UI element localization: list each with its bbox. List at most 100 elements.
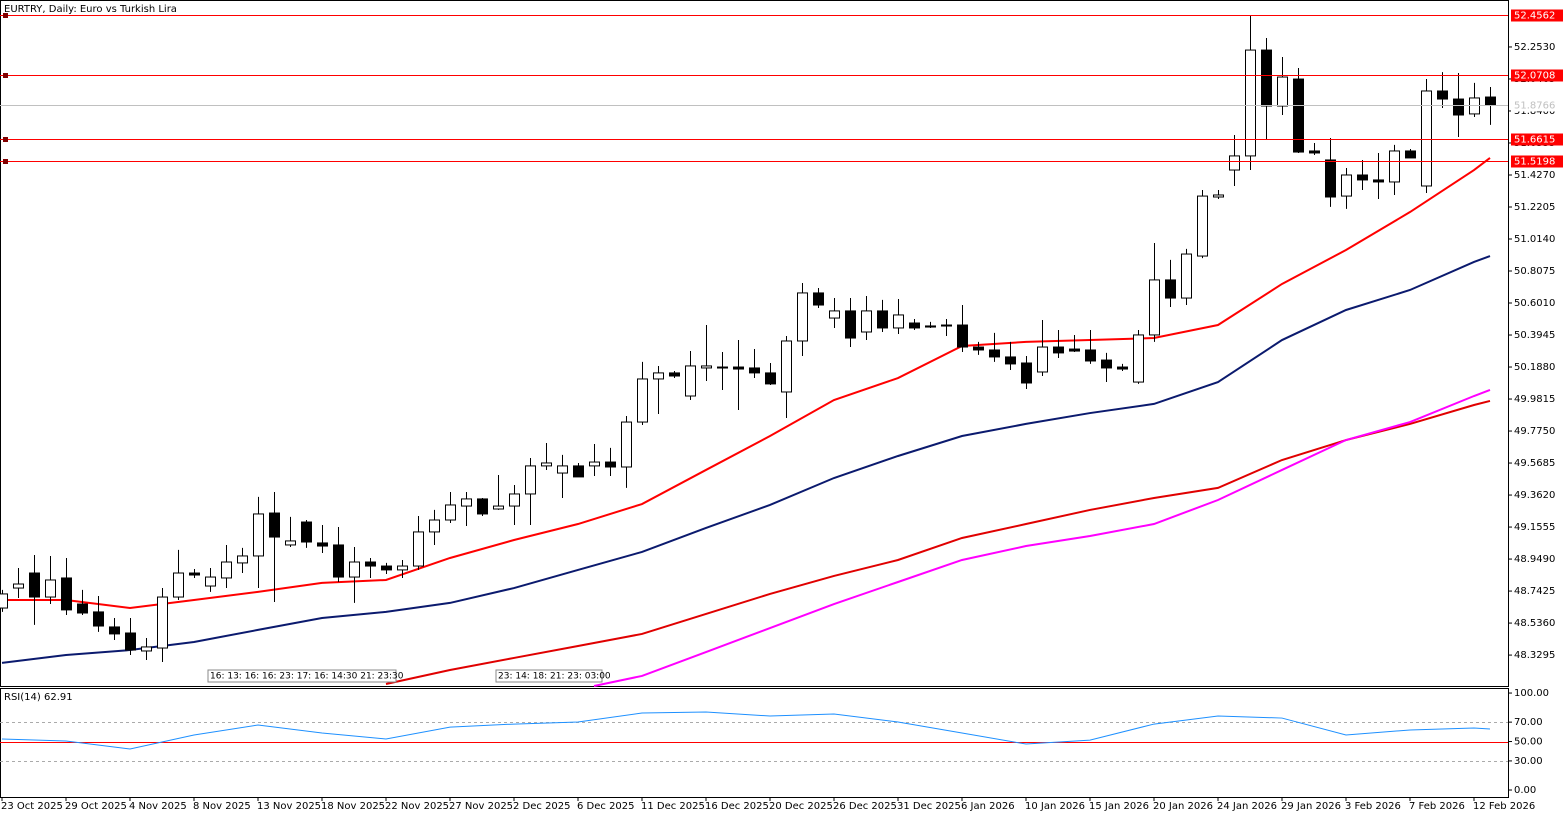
y-tick-label: 48.7425	[1514, 586, 1555, 597]
candle-body	[333, 544, 344, 578]
candle-body	[477, 498, 488, 515]
candle-body	[1453, 98, 1464, 116]
candle-body	[733, 366, 744, 370]
candle-body	[1213, 194, 1224, 198]
x-tick-label: 15 Jan 2026	[1089, 801, 1149, 812]
x-tick-label: 22 Nov 2025	[385, 801, 449, 812]
candle-body	[1437, 90, 1448, 100]
moving-average	[1, 255, 1491, 664]
y-tick-label: 49.5685	[1514, 458, 1555, 469]
candle-body	[429, 519, 440, 533]
candle-body	[893, 314, 904, 329]
annotation-box	[207, 669, 397, 683]
candle-body	[13, 583, 24, 589]
candle-body	[621, 421, 632, 468]
x-tick-label: 18 Nov 2025	[321, 801, 385, 812]
annotation-box	[495, 669, 603, 683]
rsi-line	[1, 711, 1491, 750]
x-tick-label: 6 Dec 2025	[577, 801, 635, 812]
candle-body	[461, 498, 472, 507]
y-tick-label: 48.3295	[1514, 650, 1555, 661]
candle-body	[1101, 359, 1112, 369]
level-label: 52.0708	[1514, 71, 1555, 82]
current-price-label: 51.8766	[1514, 101, 1555, 112]
candle-body	[1325, 159, 1336, 198]
candle-body	[45, 579, 56, 598]
candle-body	[653, 372, 664, 380]
candle-body	[989, 349, 1000, 358]
y-tick-label: 48.9490	[1514, 554, 1555, 565]
candle-body	[605, 461, 616, 468]
candle-body	[349, 561, 360, 578]
level-anchor	[3, 73, 8, 78]
candle-body	[701, 365, 712, 369]
x-tick-label: 26 Dec 2025	[833, 801, 897, 812]
candle-body	[541, 462, 552, 467]
candle-body	[1389, 150, 1400, 183]
candle-body	[173, 572, 184, 598]
y-tick-label: 48.5360	[1514, 618, 1555, 629]
x-tick-label: 8 Nov 2025	[193, 801, 251, 812]
candle-body	[765, 372, 776, 385]
candle-body	[1229, 155, 1240, 171]
candle-body	[253, 513, 264, 557]
candle-body	[1405, 150, 1416, 159]
candle-body	[381, 565, 392, 571]
candle-body	[77, 603, 88, 614]
x-tick-label: 11 Dec 2025	[641, 801, 705, 812]
candle-body	[573, 465, 584, 478]
level-anchor	[3, 137, 8, 142]
y-tick-label: 0.00	[1514, 785, 1536, 796]
candle-body	[781, 340, 792, 393]
y-tick-label: 50.8075	[1514, 266, 1555, 277]
candle-body	[797, 292, 808, 342]
candle-body	[141, 646, 152, 652]
candle-body	[285, 540, 296, 546]
candle-body	[1357, 174, 1368, 181]
candle-body	[413, 531, 424, 567]
y-tick-label: 70.00	[1514, 717, 1543, 728]
candle-body	[125, 632, 136, 651]
candle-body	[557, 465, 568, 474]
candle-body	[813, 292, 824, 306]
candle-body	[189, 572, 200, 576]
candle-body	[1021, 362, 1032, 384]
candle-body	[237, 555, 248, 564]
candle-body	[509, 493, 520, 507]
moving-average	[2, 157, 1491, 610]
level-anchor	[3, 13, 8, 18]
candle-body	[1053, 346, 1064, 354]
candle-body	[1069, 348, 1080, 352]
y-tick-label: 49.3620	[1514, 490, 1555, 501]
candle-body	[1037, 346, 1048, 373]
candle-body	[365, 561, 376, 567]
y-tick-label: 51.0140	[1514, 234, 1555, 245]
candle-body	[669, 372, 680, 377]
candle-body	[717, 366, 728, 369]
candle-body	[1309, 150, 1320, 154]
candle-body	[957, 324, 968, 348]
x-tick-label: 29 Oct 2025	[65, 801, 127, 812]
candle-body	[1421, 90, 1432, 187]
candle-body	[317, 542, 328, 547]
candle-body	[941, 324, 952, 327]
candle-body	[749, 367, 760, 374]
level-label-box	[1511, 155, 1563, 168]
candle-body	[925, 325, 936, 328]
y-tick-label: 49.1555	[1514, 522, 1555, 533]
y-tick-label: 50.6010	[1514, 298, 1555, 309]
main-pane-frame	[0, 0, 1509, 687]
candle-body	[1373, 179, 1384, 183]
candle-body	[1117, 366, 1128, 370]
candle-body	[1165, 279, 1176, 299]
candle-body	[973, 346, 984, 351]
x-tick-label: 6 Jan 2026	[961, 801, 1015, 812]
candle-body	[525, 465, 536, 495]
level-label: 51.5198	[1514, 157, 1555, 168]
level-label-box	[1511, 69, 1563, 82]
rsi-value: 62.91	[44, 692, 73, 703]
x-tick-label: 20 Dec 2025	[769, 801, 833, 812]
y-tick-label: 100.00	[1514, 688, 1549, 699]
